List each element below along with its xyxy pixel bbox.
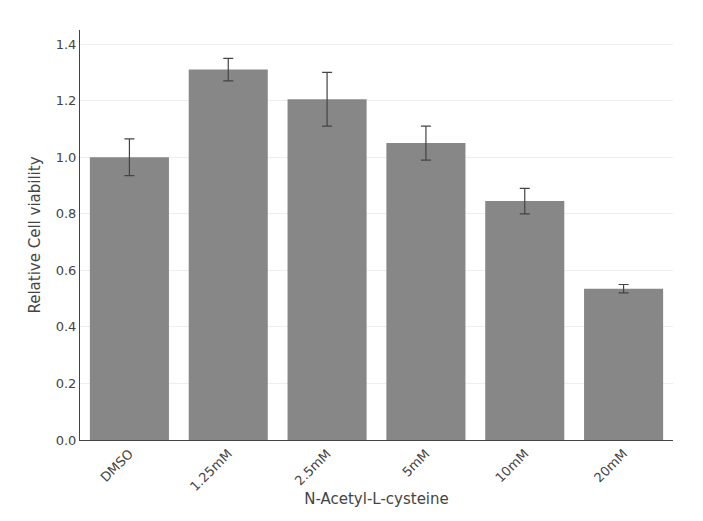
svg-text:2.5mM: 2.5mM [292, 446, 334, 488]
svg-text:1.2: 1.2 [56, 93, 77, 108]
svg-text:0.2: 0.2 [56, 376, 77, 391]
svg-text:0.8: 0.8 [56, 206, 77, 221]
svg-text:10mM: 10mM [492, 446, 531, 485]
svg-text:0.0: 0.0 [56, 433, 77, 448]
svg-text:DMSO: DMSO [97, 446, 136, 485]
svg-text:N-Acetyl-L-cysteine: N-Acetyl-L-cysteine [304, 490, 449, 508]
svg-text:1.0: 1.0 [56, 150, 77, 165]
svg-text:0.4: 0.4 [56, 319, 77, 334]
svg-text:1.25mM: 1.25mM [187, 446, 235, 494]
svg-text:5mM: 5mM [399, 446, 432, 479]
svg-text:0.6: 0.6 [56, 263, 77, 278]
svg-text:Relative Cell viability: Relative Cell viability [26, 156, 44, 313]
svg-text:20mM: 20mM [591, 446, 630, 485]
svg-text:1.4: 1.4 [56, 37, 77, 52]
